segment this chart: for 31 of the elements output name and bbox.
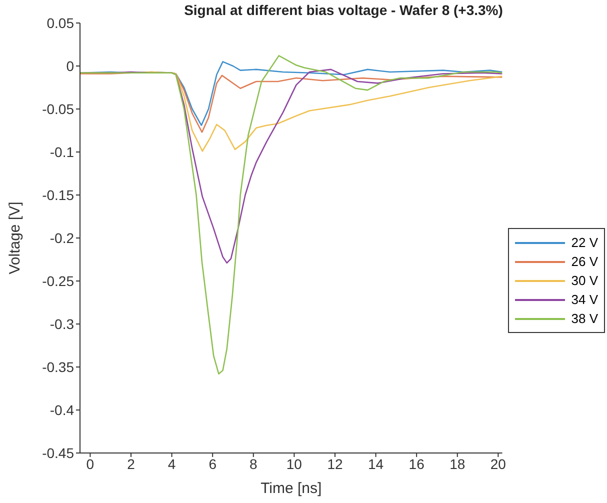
y-tick-label: -0.15 xyxy=(42,186,74,203)
y-tick-label: 0.05 xyxy=(46,14,74,31)
x-tick-label: 14 xyxy=(368,456,384,472)
chart-title: Signal at different bias voltage - Wafer 8 (+3.3%) xyxy=(183,2,504,18)
y-tick-label: -0.05 xyxy=(42,100,74,117)
y-tick-label: -0.25 xyxy=(42,272,74,289)
y-tick-label: -0.4 xyxy=(50,402,74,418)
y-tick-label: -0.3 xyxy=(50,316,74,332)
x-tick-label: 10 xyxy=(286,456,302,472)
x-tick-label: 4 xyxy=(168,456,176,472)
x-tick-label: 18 xyxy=(450,456,466,472)
legend-label: 26 V xyxy=(571,254,598,269)
y-tick-label: 0 xyxy=(66,58,74,74)
x-tick-label: 2 xyxy=(127,456,136,472)
legend-label: 34 V xyxy=(571,292,598,307)
y-tick-label: -0.45 xyxy=(42,444,74,461)
x-tick-label: 20 xyxy=(490,456,506,472)
x-tick-label: 8 xyxy=(249,456,258,472)
y-tick-label: -0.35 xyxy=(42,358,74,375)
legend-label: 38 V xyxy=(571,311,598,326)
legend-label: 30 V xyxy=(571,273,598,288)
x-tick-label: 0 xyxy=(86,456,94,472)
line-series xyxy=(80,55,502,375)
legend-label: 22 V xyxy=(571,235,598,250)
x-axis-title: Time [ns] xyxy=(260,480,322,497)
x-tick-label: 6 xyxy=(208,456,217,472)
x-tick-label: 16 xyxy=(408,456,425,472)
y-tick-label: -0.1 xyxy=(50,144,74,160)
y-axis-title: Voltage [V] xyxy=(6,202,24,274)
x-tick-label: 12 xyxy=(327,456,343,472)
y-tick-label: -0.2 xyxy=(50,230,74,246)
